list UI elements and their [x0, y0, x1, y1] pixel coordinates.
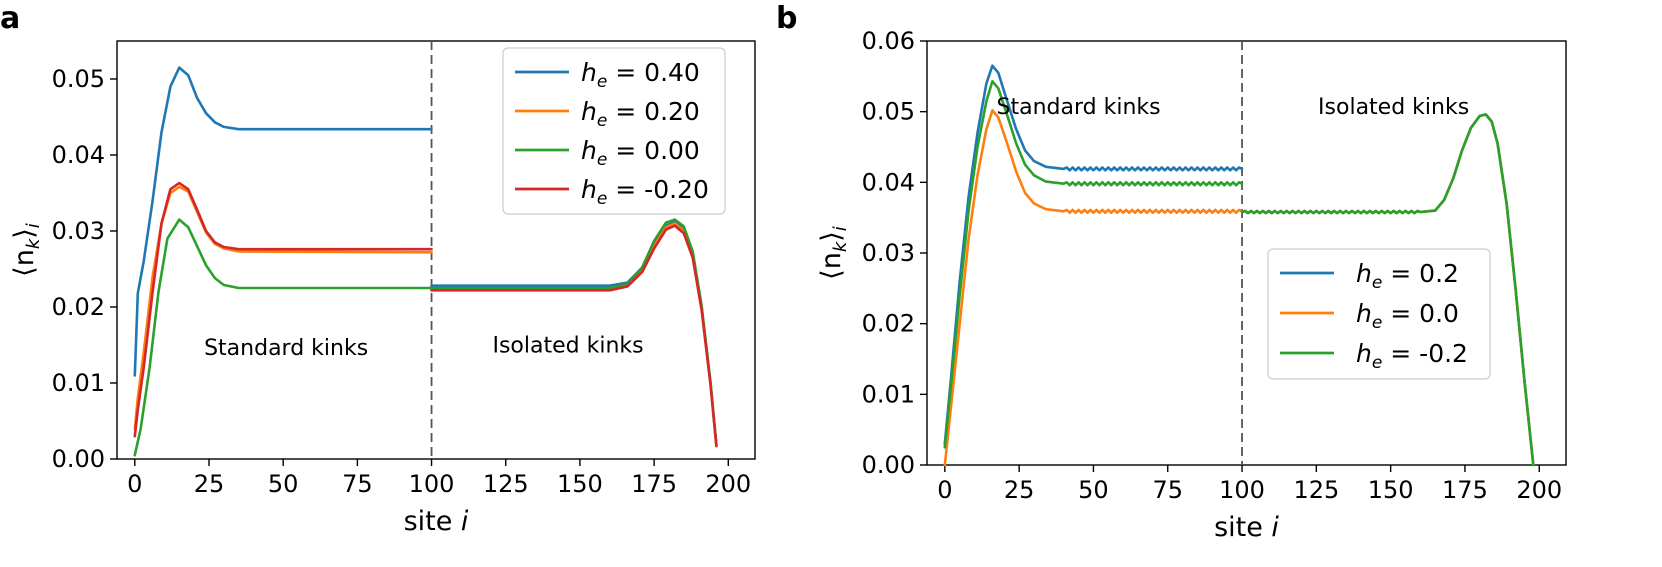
y-tick-label: 0.03 — [862, 239, 915, 267]
panel-letter: a — [0, 1, 20, 36]
x-tick-label: 25 — [194, 470, 225, 498]
y-tick-label: 0.06 — [862, 27, 915, 55]
series-line-standard-3 — [133, 181, 433, 438]
y-tick-label: 0.05 — [862, 98, 915, 126]
x-axis-label: site i — [1214, 512, 1279, 543]
series-line-standard-0 — [943, 64, 1244, 446]
x-tick-label: 175 — [1442, 476, 1488, 504]
y-tick-label: 0.02 — [52, 293, 105, 321]
y-tick-label: 0.03 — [52, 217, 105, 245]
y-axis-label: ⟨nk⟩i — [9, 223, 44, 277]
y-tick-label: 0.00 — [862, 451, 915, 479]
x-tick-label: 50 — [268, 470, 299, 498]
x-tick-label: 25 — [1004, 476, 1035, 504]
panel-a: a 0 25 50 75 100 125 150 175 200 0.00 0.01 0.02 0.03 0… — [0, 1, 756, 537]
region-annotation: Isolated kinks — [1318, 95, 1469, 120]
y-tick-label: 0.04 — [52, 141, 105, 169]
legend-entry: he = 0.00 — [581, 136, 700, 170]
legend-entry: he = -0.20 — [581, 175, 709, 209]
x-tick-label: 175 — [631, 470, 677, 498]
plot-frame — [116, 40, 756, 460]
series-line-isolated-2 — [1240, 113, 1535, 467]
legend-box — [1267, 248, 1491, 380]
x-tick-label: 75 — [342, 470, 373, 498]
legend-box — [502, 47, 726, 215]
x-tick-label: 100 — [409, 470, 455, 498]
x-tick-label: 0 — [127, 470, 142, 498]
x-tick-label: 125 — [1293, 476, 1339, 504]
x-tick-label: 200 — [1516, 476, 1562, 504]
series-line-standard-1 — [943, 109, 1244, 467]
x-tick-label: 100 — [1219, 476, 1265, 504]
y-tick-label: 0.05 — [52, 65, 105, 93]
legend: he = 0.2 he = 0.0 he = -0.2 — [1267, 248, 1491, 380]
region-annotation: Standard kinks — [997, 95, 1161, 120]
legend: he = 0.40 he = 0.20 he = 0.00 he = -0.20 — [502, 47, 726, 215]
x-tick-label: 75 — [1152, 476, 1183, 504]
x-tick-label: 200 — [705, 470, 751, 498]
x-tick-label: 150 — [1368, 476, 1414, 504]
y-tick-label: 0.01 — [52, 369, 105, 397]
series-line-isolated-2 — [430, 218, 718, 447]
series-line-standard-1 — [133, 185, 433, 430]
region-annotation: Standard kinks — [204, 336, 368, 361]
series-line-standard-2 — [943, 80, 1244, 449]
x-tick-label: 150 — [557, 470, 603, 498]
x-tick-label: 125 — [483, 470, 529, 498]
legend-entry: he = 0.2 — [1356, 259, 1459, 293]
y-axis-label: ⟨nk⟩i — [816, 226, 851, 280]
legend-entry: he = 0.40 — [581, 58, 700, 92]
x-axis-label: site i — [404, 506, 469, 537]
legend-entry: he = -0.2 — [1356, 339, 1468, 373]
y-tick-label: 0.00 — [52, 445, 105, 473]
y-tick-label: 0.01 — [862, 380, 915, 408]
y-tick-label: 0.04 — [862, 168, 915, 196]
panel-b: b 0 25 50 75 100 125 150 175 200 0.00 0.01 0.02 0.03 0… — [776, 1, 1567, 543]
x-tick-label: 0 — [937, 476, 952, 504]
series-line-isolated-3 — [430, 224, 718, 448]
x-tick-label: 50 — [1078, 476, 1109, 504]
panel-letter: b — [776, 1, 797, 36]
legend-entry: he = 0.20 — [581, 97, 700, 131]
series-line-standard-0 — [133, 66, 433, 377]
series-line-standard-2 — [133, 218, 433, 457]
y-tick-label: 0.02 — [862, 310, 915, 338]
region-annotation: Isolated kinks — [492, 334, 643, 359]
legend-entry: he = 0.0 — [1356, 299, 1459, 333]
